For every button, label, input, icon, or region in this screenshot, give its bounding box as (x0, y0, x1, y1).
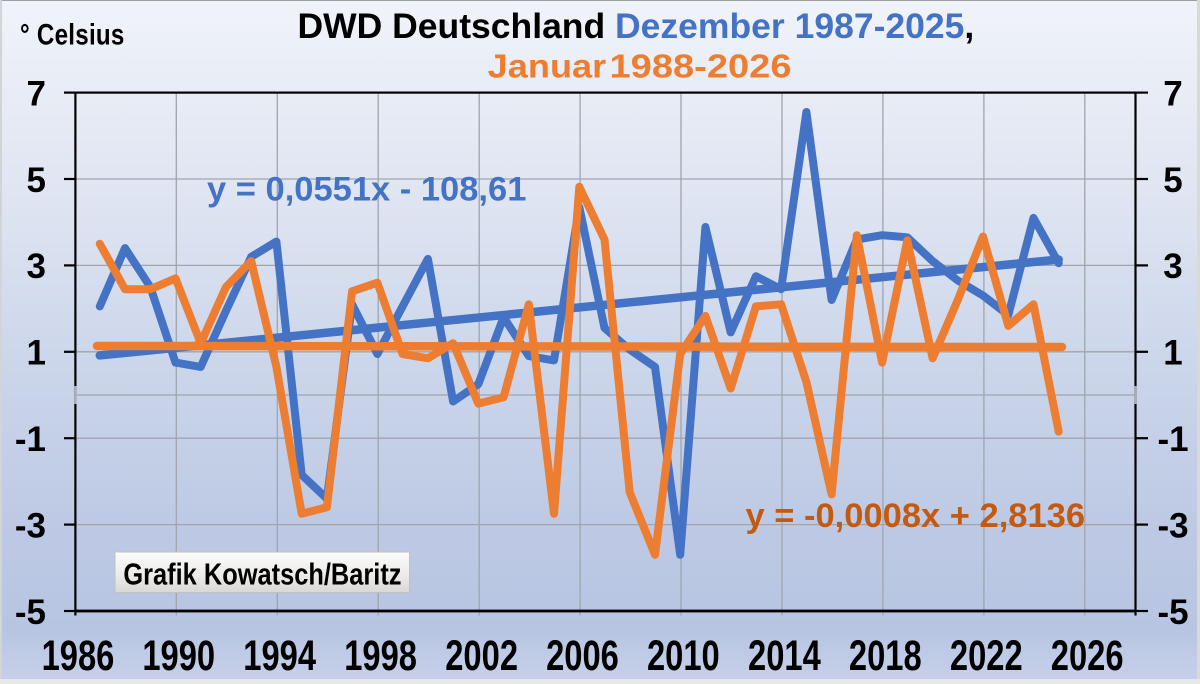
svg-text:1998: 1998 (344, 633, 417, 680)
svg-text:7: 7 (1163, 74, 1182, 113)
svg-text:5: 5 (1163, 161, 1182, 200)
svg-text:3: 3 (27, 247, 46, 286)
svg-text:DWD Deutschland Dezember 1987-: DWD Deutschland Dezember 1987-2025, (298, 6, 975, 46)
svg-text:7: 7 (27, 74, 46, 113)
svg-text:-1: -1 (1157, 420, 1188, 459)
svg-text:-3: -3 (1157, 506, 1188, 545)
svg-text:-3: -3 (15, 506, 46, 545)
svg-text:2006: 2006 (546, 633, 619, 680)
svg-text:y = -0,0008x + 2,8136: y = -0,0008x + 2,8136 (746, 497, 1086, 535)
svg-text:1: 1 (1163, 334, 1182, 373)
svg-text:5: 5 (27, 161, 46, 200)
svg-text:° Celsius: ° Celsius (20, 18, 125, 51)
svg-text:-1: -1 (15, 420, 46, 459)
svg-text:y = 0,0551x - 108,61: y = 0,0551x - 108,61 (207, 171, 526, 209)
svg-text:-5: -5 (1157, 593, 1188, 632)
svg-text:2014: 2014 (748, 633, 821, 680)
svg-text:1994: 1994 (243, 633, 316, 680)
svg-text:2018: 2018 (849, 633, 922, 680)
svg-text:1988-2026: 1988-2026 (610, 48, 792, 85)
svg-text:2002: 2002 (445, 633, 518, 680)
svg-text:1: 1 (27, 334, 46, 373)
svg-text:1990: 1990 (142, 633, 215, 680)
svg-text:3: 3 (1163, 247, 1182, 286)
svg-text:-5: -5 (15, 593, 46, 632)
svg-text:2010: 2010 (647, 633, 720, 680)
svg-text:Januar: Januar (488, 48, 607, 85)
svg-text:2026: 2026 (1051, 633, 1124, 680)
svg-text:1986: 1986 (42, 633, 115, 680)
svg-text:Grafik Kowatsch/Baritz: Grafik Kowatsch/Baritz (123, 557, 401, 592)
svg-text:2022: 2022 (950, 633, 1023, 680)
